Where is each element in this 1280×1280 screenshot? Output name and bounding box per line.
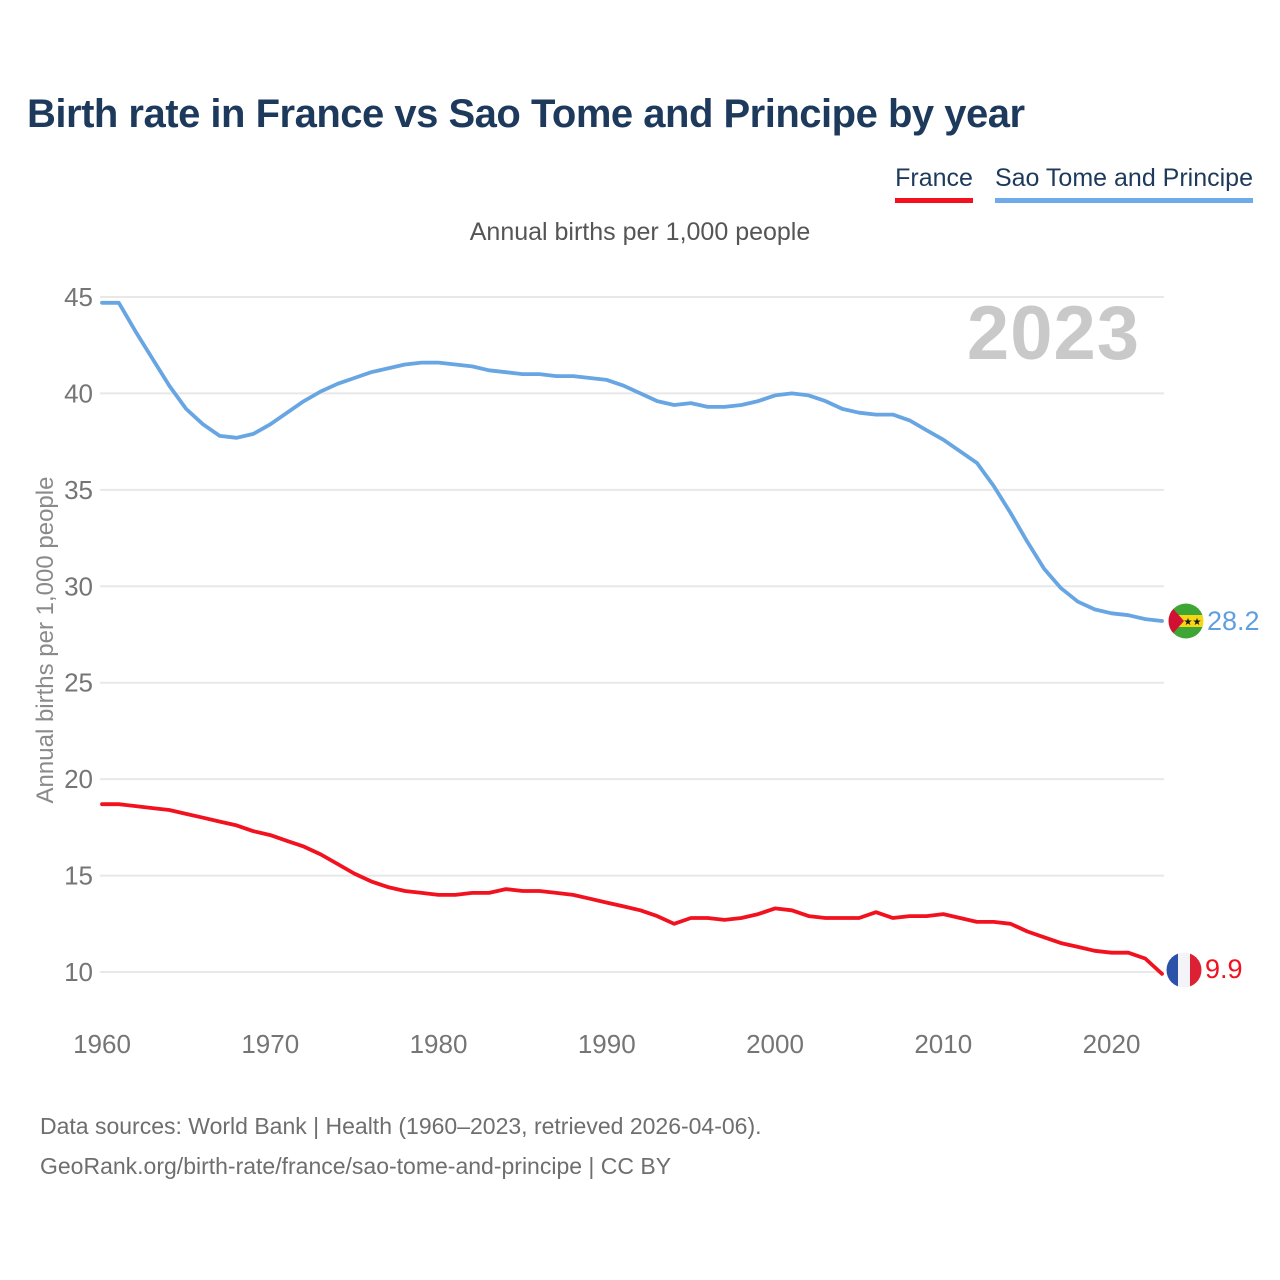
y-tick-label: 40 <box>64 378 93 408</box>
footer-data-sources: Data sources: World Bank | Health (1960–… <box>40 1113 762 1139</box>
x-tick-label: 2000 <box>746 1029 804 1059</box>
series-line-france[interactable] <box>100 802 1164 976</box>
end-value-sao-tome: 28.2 <box>1207 606 1260 636</box>
y-tick-label: 30 <box>64 571 93 601</box>
footer: Data sources: World Bank | Health (1960–… <box>40 1106 762 1186</box>
chart-subtitle: Annual births per 1,000 people <box>469 218 811 246</box>
y-tick-label: 25 <box>64 668 93 698</box>
x-tick-label: 2020 <box>1083 1029 1141 1059</box>
x-tick-label: 1980 <box>410 1029 468 1059</box>
y-tick-label: 20 <box>64 764 93 794</box>
y-tick-label: 45 <box>64 282 93 312</box>
svg-text:★: ★ <box>1184 617 1193 628</box>
x-tick-label: 2010 <box>914 1029 972 1059</box>
x-tick-label: 1990 <box>578 1029 636 1059</box>
legend-item-france[interactable]: France <box>895 164 973 203</box>
series-line-sao-tome-and-principe[interactable] <box>100 300 1164 623</box>
watermark-year: 2023 <box>966 291 1140 376</box>
y-tick-label: 10 <box>64 957 93 987</box>
legend: France Sao Tome and Principe <box>895 164 1253 203</box>
svg-text:★: ★ <box>1193 617 1202 628</box>
france-flag-icon <box>1166 952 1202 988</box>
page-title: Birth rate in France vs Sao Tome and Pri… <box>27 92 1025 136</box>
x-tick-label: 1960 <box>73 1029 131 1059</box>
sao-tome-flag-icon: ★ ★ <box>1168 603 1204 639</box>
legend-item-sao-tome-and-principe[interactable]: Sao Tome and Principe <box>994 164 1253 203</box>
y-tick-label: 15 <box>64 861 93 891</box>
end-value-france: 9.9 <box>1205 954 1243 984</box>
x-tick-label: 1970 <box>241 1029 299 1059</box>
footer-attribution: GeoRank.org/birth-rate/france/sao-tome-a… <box>40 1153 672 1179</box>
y-tick-label: 35 <box>64 475 93 505</box>
